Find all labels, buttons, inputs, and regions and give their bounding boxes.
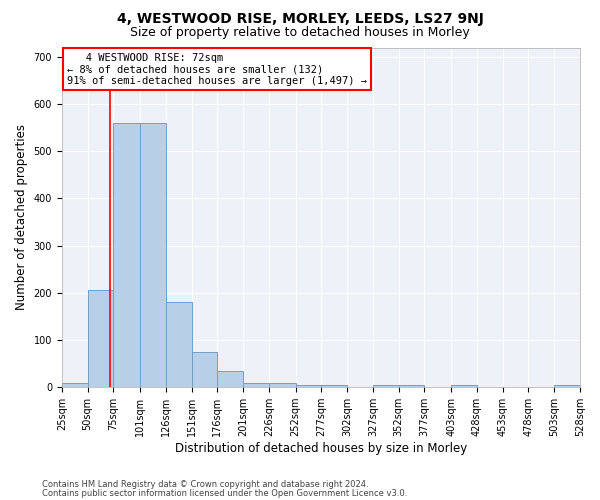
Text: Contains HM Land Registry data © Crown copyright and database right 2024.: Contains HM Land Registry data © Crown c…	[42, 480, 368, 489]
Bar	[451, 386, 477, 387]
X-axis label: Distribution of detached houses by size in Morley: Distribution of detached houses by size …	[175, 442, 467, 455]
Text: 4, WESTWOOD RISE, MORLEY, LEEDS, LS27 9NJ: 4, WESTWOOD RISE, MORLEY, LEEDS, LS27 9N…	[116, 12, 484, 26]
Y-axis label: Number of detached properties: Number of detached properties	[15, 124, 28, 310]
Bar	[398, 386, 424, 387]
Bar	[243, 384, 269, 387]
Bar	[140, 123, 166, 387]
Bar	[217, 370, 243, 387]
Bar	[322, 386, 347, 387]
Bar	[191, 352, 217, 387]
Text: 4 WESTWOOD RISE: 72sqm
← 8% of detached houses are smaller (132)
91% of semi-det: 4 WESTWOOD RISE: 72sqm ← 8% of detached …	[67, 52, 367, 86]
Bar	[269, 384, 296, 387]
Bar	[88, 290, 113, 387]
Bar	[373, 386, 398, 387]
Text: Contains public sector information licensed under the Open Government Licence v3: Contains public sector information licen…	[42, 489, 407, 498]
Bar	[166, 302, 191, 387]
Bar	[554, 386, 580, 387]
Bar	[296, 386, 322, 387]
Bar	[113, 123, 140, 387]
Bar	[62, 382, 88, 387]
Text: Size of property relative to detached houses in Morley: Size of property relative to detached ho…	[130, 26, 470, 39]
